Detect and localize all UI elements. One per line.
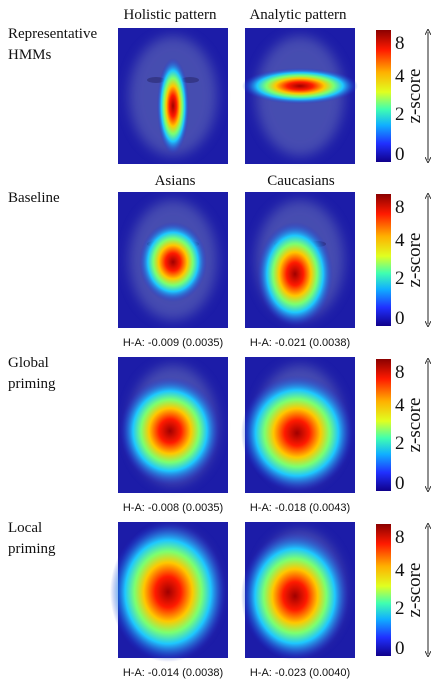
fixation-blob <box>241 375 353 491</box>
heatmap <box>241 357 355 493</box>
fixation-blob <box>242 68 358 104</box>
colorbar-label: z-score <box>404 563 425 618</box>
fixation-blob <box>139 222 207 302</box>
colorbar-tick: 4 <box>395 66 405 87</box>
note: H-A: -0.021 (0.0038) <box>250 337 350 349</box>
colorbar-tick: 0 <box>395 308 405 329</box>
colorbar-tick: 2 <box>395 598 405 619</box>
note: H-A: -0.009 (0.0035) <box>123 337 223 349</box>
row-label: Global <box>8 355 49 371</box>
colorbar-tick: 8 <box>395 197 405 218</box>
fixation-blob <box>257 222 333 326</box>
note: H-A: -0.023 (0.0040) <box>250 667 350 679</box>
colorbar-tick: 0 <box>395 638 405 659</box>
colorbar-tick: 8 <box>395 362 405 383</box>
colorbar <box>376 359 391 491</box>
colorbar <box>376 524 391 656</box>
column-header: Analytic pattern <box>249 7 347 23</box>
colorbar-tick: 4 <box>395 560 405 581</box>
fixation-blob <box>241 532 349 660</box>
group-header: Asians <box>155 173 196 189</box>
group-header: Caucasians <box>267 173 335 189</box>
colorbar-tick: 4 <box>395 230 405 251</box>
colorbar-label: z-score <box>404 233 425 288</box>
note: H-A: -0.014 (0.0038) <box>123 667 223 679</box>
note: H-A: -0.018 (0.0043) <box>250 502 350 514</box>
column-header: Holistic pattern <box>124 7 217 23</box>
colorbar <box>376 194 391 326</box>
heatmap <box>242 28 358 164</box>
fixation-blob <box>110 522 226 662</box>
colorbar-tick: 0 <box>395 144 405 165</box>
note: H-A: -0.008 (0.0035) <box>123 502 223 514</box>
row-label: priming <box>8 376 56 392</box>
heatmap <box>118 192 228 328</box>
colorbar-label: z-score <box>404 398 425 453</box>
colorbar <box>376 30 391 162</box>
row-label: Baseline <box>8 190 60 206</box>
colorbar-tick: 2 <box>395 104 405 125</box>
colorbar-label: z-score <box>404 69 425 124</box>
fixation-blob <box>120 377 220 485</box>
colorbar-tick: 0 <box>395 473 405 494</box>
colorbar-tick: 2 <box>395 268 405 289</box>
row-label: HMMs <box>8 47 52 63</box>
row-label: Representative <box>8 26 97 42</box>
heatmap <box>118 28 228 164</box>
row-label: Local <box>8 520 42 536</box>
heatmap <box>118 357 228 493</box>
colorbar-tick: 2 <box>395 433 405 454</box>
colorbar-tick: 8 <box>395 527 405 548</box>
heatmap <box>241 522 355 660</box>
colorbar-tick: 8 <box>395 33 405 54</box>
colorbar-tick: 4 <box>395 395 405 416</box>
heatmap <box>245 192 355 328</box>
row-label: priming <box>8 541 56 557</box>
fixation-blob <box>157 58 189 154</box>
heatmap <box>110 522 228 662</box>
